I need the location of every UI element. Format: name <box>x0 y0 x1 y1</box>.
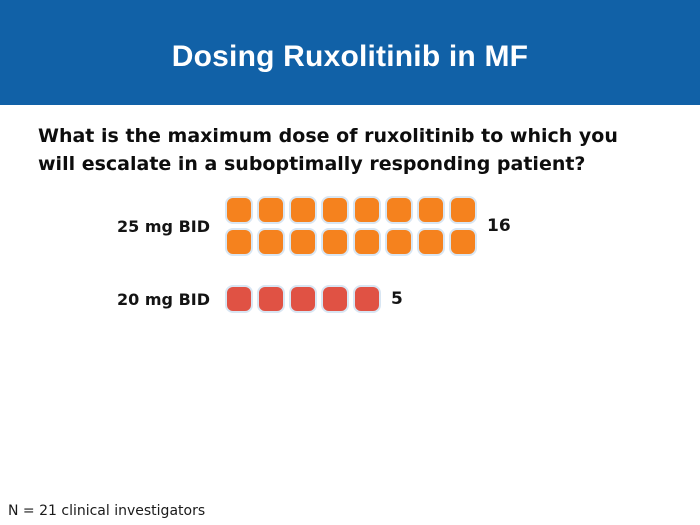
footnote-note: N = 21 clinical investigators <box>8 503 206 519</box>
unit-square <box>417 228 445 256</box>
unit-square <box>321 228 349 256</box>
unit-square <box>257 196 285 224</box>
value-label: 16 <box>487 216 511 236</box>
question-line-1: What is the maximum dose of ruxolitinib … <box>38 125 618 147</box>
unit-squares <box>225 285 381 313</box>
picto-row: 25 mg BID 16 <box>0 196 700 256</box>
question-text: What is the maximum dose of ruxolitinib … <box>38 122 678 178</box>
unit-square <box>289 196 317 224</box>
unit-square <box>353 228 381 256</box>
unit-square <box>257 285 285 313</box>
unit-square <box>225 285 253 313</box>
unit-square <box>449 196 477 224</box>
category-label: 20 mg BID <box>117 289 210 309</box>
unit-square <box>353 285 381 313</box>
category-label: 25 mg BID <box>117 216 210 236</box>
unit-square <box>321 196 349 224</box>
unit-square <box>225 228 253 256</box>
unit-square <box>289 285 317 313</box>
unit-square <box>321 285 349 313</box>
unit-square <box>417 196 445 224</box>
unit-squares <box>225 196 477 256</box>
unit-square <box>225 196 253 224</box>
slide-title: Dosing Ruxolitinib in MF <box>171 40 529 73</box>
unit-square <box>353 196 381 224</box>
value-label: 5 <box>391 289 403 309</box>
question-line-2: will escalate in a suboptimally respondi… <box>38 153 586 175</box>
unit-square <box>289 228 317 256</box>
header-banner: Dosing Ruxolitinib in MF <box>0 0 700 105</box>
picto-row: 20 mg BID 5 <box>0 285 700 313</box>
unit-square <box>385 228 413 256</box>
unit-square <box>257 228 285 256</box>
unit-square <box>449 228 477 256</box>
unit-square <box>385 196 413 224</box>
